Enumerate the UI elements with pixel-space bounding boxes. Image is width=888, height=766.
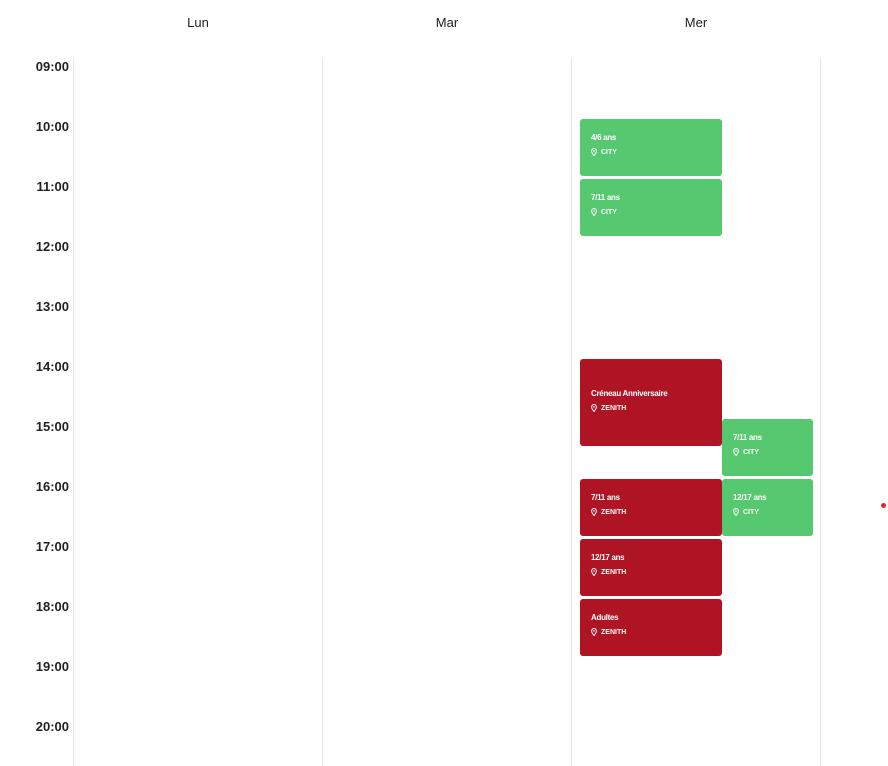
event-location: CITY [591,208,712,216]
column-divider [322,58,323,766]
event-location-label: CITY [743,508,759,516]
event-card[interactable]: Adultes ZENITH [580,599,722,656]
hour-label: 15:00 [35,419,69,434]
event-title: 12/17 ans [591,553,625,562]
event-location-label: ZENITH [601,568,627,576]
map-pin-icon [591,508,599,516]
map-pin-icon [591,568,599,576]
event-location: CITY [733,508,803,516]
hour-label: 14:00 [35,359,69,374]
event-location-label: CITY [601,208,617,216]
event-location-label: ZENITH [601,508,627,516]
hour-label: 09:00 [35,59,69,74]
event-title: 4/6 ans [591,133,617,142]
event-location: ZENITH [591,404,712,412]
hour-label: 20:00 [35,719,69,734]
event-location-label: CITY [601,148,617,156]
day-header-lun: Lun [187,15,209,30]
column-divider [820,58,821,766]
event-title: 7/11 ans [591,193,620,202]
hour-label: 13:00 [35,299,69,314]
event-location: ZENITH [591,628,712,636]
map-pin-icon [591,404,599,412]
event-title: 7/11 ans [591,493,620,502]
event-location: CITY [733,448,803,456]
hour-label: 16:00 [35,479,69,494]
hour-label: 19:00 [35,659,69,674]
current-time-indicator [881,503,886,508]
column-divider [73,58,74,766]
event-location: ZENITH [591,568,712,576]
hour-label: 17:00 [35,539,69,554]
event-location: ZENITH [591,508,712,516]
event-title: Adultes [591,613,619,622]
map-pin-icon [733,508,741,516]
map-pin-icon [591,208,599,216]
column-divider [571,58,572,766]
event-card[interactable]: 7/11 ans ZENITH [580,479,722,536]
event-location: CITY [591,148,712,156]
map-pin-icon [591,628,599,636]
event-card[interactable]: 7/11 ans CITY [722,419,813,476]
event-card[interactable]: 4/6 ans CITY [580,119,722,176]
hour-label: 12:00 [35,239,69,254]
event-location-label: ZENITH [601,404,627,412]
event-title: Créneau Anniversaire [591,389,668,398]
event-title: 12/17 ans [733,493,767,502]
day-header-mer: Mer [684,15,708,30]
hour-label: 18:00 [35,599,69,614]
map-pin-icon [733,448,741,456]
map-pin-icon [591,148,599,156]
event-location-label: CITY [743,448,759,456]
hour-label: 10:00 [35,119,69,134]
event-card[interactable]: 12/17 ans ZENITH [580,539,722,596]
event-title: 7/11 ans [733,433,762,442]
hour-label: 11:00 [36,179,69,194]
event-card[interactable]: 7/11 ans CITY [580,179,722,236]
day-header-mar: Mar [435,15,459,30]
event-card[interactable]: 12/17 ans CITY [722,479,813,536]
event-card[interactable]: Créneau Anniversaire ZENITH [580,359,722,446]
event-location-label: ZENITH [601,628,627,636]
